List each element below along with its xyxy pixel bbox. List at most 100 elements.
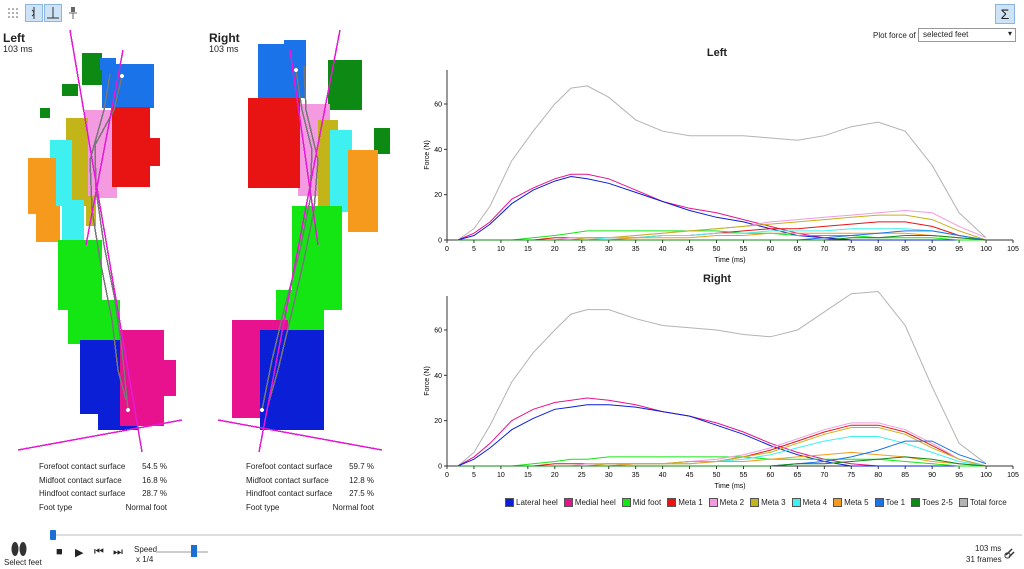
line-curve-icon[interactable] xyxy=(25,4,43,22)
play-button[interactable]: ▶ xyxy=(75,547,84,559)
y-axis-label: Force (N) xyxy=(424,366,431,396)
x-tick-label: 55 xyxy=(740,472,748,479)
stat-row: Foot type Normal foot xyxy=(246,502,374,512)
x-tick-label: 85 xyxy=(901,472,909,479)
legend-item: Medial heel xyxy=(563,498,616,507)
x-tick-label: 60 xyxy=(767,246,775,253)
legend-label: Meta 3 xyxy=(761,498,786,507)
x-tick-label: 0 xyxy=(445,246,449,253)
y-tick-label: 0 xyxy=(438,464,442,471)
plot-force-label: Plot force of xyxy=(873,31,916,40)
timeline-track[interactable] xyxy=(50,534,1022,536)
x-axis-label: Time (ms) xyxy=(714,483,745,490)
y-tick-label: 20 xyxy=(434,418,442,425)
chart-left-title: Left xyxy=(706,47,728,59)
x-tick-label: 40 xyxy=(659,472,667,479)
legend-item: Lateral heel xyxy=(505,498,558,507)
legend-item: Toes 2-5 xyxy=(911,498,953,507)
right-foot-stats: Forefoot contact surface 59.7 % Midfoot c… xyxy=(246,460,374,514)
x-tick-label: 95 xyxy=(955,246,963,253)
chart-legend: Lateral heel Medial heel Mid foot Meta 1 Met… xyxy=(505,498,1007,507)
x-tick-label: 105 xyxy=(1007,246,1019,253)
legend-swatch xyxy=(505,498,514,507)
legend-item: Toe 1 xyxy=(874,498,905,507)
x-tick-label: 20 xyxy=(551,472,559,479)
x-tick-label: 15 xyxy=(524,472,532,479)
series-line-total-force xyxy=(457,290,987,467)
legend-label: Meta 2 xyxy=(719,498,745,507)
y-tick-label: 40 xyxy=(434,147,442,154)
legend-label: Lateral heel xyxy=(516,498,558,507)
foot-pressure-maps[interactable] xyxy=(0,25,400,455)
skip-forward-button[interactable]: ⏭ xyxy=(113,546,123,558)
legend-swatch xyxy=(621,498,631,507)
x-tick-label: 20 xyxy=(551,246,559,253)
skip-back-button[interactable]: ⏮ xyxy=(94,546,104,558)
x-tick-label: 10 xyxy=(497,246,505,253)
y-tick-label: 0 xyxy=(438,238,442,245)
perpendicular-icon[interactable] xyxy=(44,4,62,22)
sum-toggle-button[interactable]: Σ xyxy=(995,4,1015,24)
x-tick-label: 15 xyxy=(524,246,532,253)
x-tick-label: 105 xyxy=(1007,472,1019,479)
plot-force-select[interactable]: selected feet ▾ xyxy=(918,28,1016,42)
legend-item: Meta 1 xyxy=(667,498,703,507)
feet-icon[interactable] xyxy=(8,538,30,563)
x-tick-label: 60 xyxy=(767,472,775,479)
series-line-lateral-heel xyxy=(457,175,986,241)
chart-right[interactable]: 0 5 10 15 20 25 30 35 40 45 50 55 60 65 70 75 80 85 90 95 10… xyxy=(415,286,1024,496)
stat-row: Foot type Normal foot xyxy=(39,502,167,512)
x-tick-label: 100 xyxy=(980,472,992,479)
x-tick-label: 35 xyxy=(632,472,640,479)
stop-button[interactable]: ■ xyxy=(56,546,63,558)
x-tick-label: 75 xyxy=(847,246,855,253)
legend-swatch xyxy=(958,498,968,507)
x-tick-label: 85 xyxy=(901,246,909,253)
right-foot-time: 103 ms xyxy=(209,44,239,54)
x-tick-label: 25 xyxy=(578,472,586,479)
legend-label: Meta 1 xyxy=(678,498,703,507)
y-tick-label: 60 xyxy=(434,102,442,109)
series-line-toes-2-5 xyxy=(457,235,987,241)
series-line-lateral-heel xyxy=(457,404,986,467)
link-icon[interactable] xyxy=(1004,546,1016,564)
series-line-meta-5 xyxy=(457,232,987,241)
legend-swatch xyxy=(911,498,921,507)
x-tick-label: 70 xyxy=(820,472,828,479)
left-foot-stats: Forefoot contact surface 54.5 % Midfoot c… xyxy=(39,460,167,514)
series-line-toes-2-5 xyxy=(457,456,987,467)
chart-right-title: Right xyxy=(702,273,732,285)
legend-swatch xyxy=(750,498,760,507)
speed-slider-track[interactable] xyxy=(156,551,208,553)
chart-left[interactable]: 0 5 10 15 20 25 30 35 40 45 50 55 60 65 70 75 80 85 90 95 10… xyxy=(415,60,1024,270)
legend-swatch xyxy=(833,498,843,507)
speed-slider-thumb[interactable] xyxy=(191,545,197,557)
x-tick-label: 30 xyxy=(605,246,613,253)
x-axis-label: Time (ms) xyxy=(714,257,745,264)
legend-label: Meta 4 xyxy=(802,498,828,507)
x-tick-label: 70 xyxy=(820,246,828,253)
x-tick-label: 40 xyxy=(659,246,667,253)
x-tick-label: 10 xyxy=(497,472,505,479)
x-tick-label: 5 xyxy=(472,246,476,253)
legend-item: Meta 4 xyxy=(791,498,828,507)
timeline-thumb[interactable] xyxy=(50,530,56,540)
x-tick-label: 5 xyxy=(472,472,476,479)
y-axis-label: Force (N) xyxy=(424,140,431,170)
time-readout: 103 ms xyxy=(975,544,1002,553)
stat-row: Midfoot contact surface 12.8 % xyxy=(246,475,374,485)
grid-icon[interactable] xyxy=(4,4,22,22)
left-foot-title: Left xyxy=(3,31,25,45)
pin-icon[interactable] xyxy=(64,4,82,22)
series-line-meta-3 xyxy=(457,214,987,241)
series-line-mid-foot xyxy=(457,456,986,467)
speed-value: x 1/4 xyxy=(136,555,154,564)
x-tick-label: 0 xyxy=(445,472,449,479)
right-foot-map xyxy=(217,29,390,453)
stat-row: Hindfoot contact surface 28.7 % xyxy=(39,489,167,498)
select-feet-label: Select feet xyxy=(4,558,42,567)
chevron-down-icon: ▾ xyxy=(1007,29,1012,38)
stat-row: Forefoot contact surface 54.5 % xyxy=(39,462,167,471)
x-tick-label: 65 xyxy=(793,472,801,479)
legend-label: Toes 2-5 xyxy=(922,498,953,507)
